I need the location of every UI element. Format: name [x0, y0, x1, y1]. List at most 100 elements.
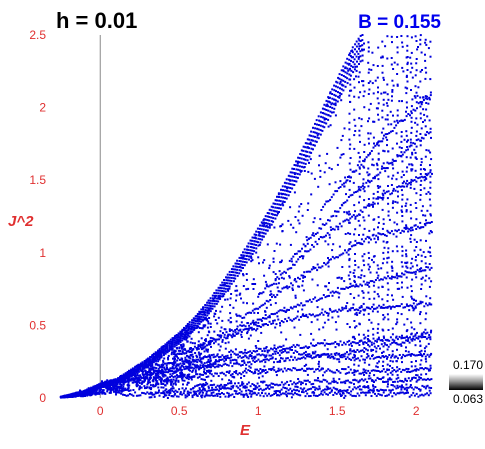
data-point: [293, 306, 295, 308]
data-point: [259, 361, 261, 363]
data-point: [363, 199, 365, 201]
data-point: [276, 200, 278, 202]
data-point: [223, 287, 225, 289]
data-point: [410, 132, 412, 134]
data-point: [191, 379, 193, 381]
data-point: [423, 99, 425, 101]
data-point: [415, 344, 417, 346]
data-point: [353, 275, 355, 277]
data-point: [391, 384, 393, 386]
data-point: [320, 120, 322, 122]
data-point: [318, 386, 320, 388]
data-point: [234, 290, 236, 292]
data-point: [363, 264, 365, 266]
data-point: [401, 131, 403, 133]
data-point: [374, 238, 376, 240]
data-point: [392, 374, 394, 376]
data-point: [176, 348, 178, 350]
data-point: [369, 298, 371, 300]
data-point: [327, 232, 329, 234]
data-point: [109, 392, 111, 394]
data-point: [232, 307, 234, 309]
data-point: [357, 381, 359, 383]
data-point: [416, 337, 418, 339]
data-point: [246, 394, 248, 396]
data-point: [297, 386, 299, 388]
data-point: [419, 364, 421, 366]
data-point: [377, 238, 379, 240]
data-point: [406, 387, 408, 389]
data-point: [227, 357, 229, 359]
data-point: [247, 246, 249, 248]
data-point: [93, 386, 95, 388]
data-point: [362, 183, 364, 185]
data-point: [224, 299, 226, 301]
data-point: [425, 125, 427, 127]
data-point: [376, 347, 378, 349]
data-point: [366, 156, 368, 158]
data-point: [259, 228, 261, 230]
data-point: [364, 228, 366, 230]
data-point: [221, 386, 223, 388]
data-point: [133, 374, 135, 376]
data-point: [154, 396, 156, 398]
data-point: [375, 235, 377, 237]
data-point: [233, 396, 235, 398]
data-point: [392, 190, 394, 192]
data-point: [147, 372, 149, 374]
data-point: [323, 126, 325, 128]
data-point: [217, 292, 219, 294]
data-point: [363, 334, 365, 336]
data-point: [425, 102, 427, 104]
data-point: [210, 305, 212, 307]
data-point: [358, 56, 360, 58]
data-point: [390, 357, 392, 359]
data-point: [397, 109, 399, 111]
data-point: [419, 81, 421, 83]
data-point: [158, 356, 160, 358]
data-point: [326, 312, 328, 314]
data-point: [307, 300, 309, 302]
data-point: [368, 307, 370, 309]
data-point: [288, 351, 290, 353]
data-point: [264, 361, 266, 363]
data-point: [429, 379, 431, 381]
data-point: [208, 370, 210, 372]
data-point: [275, 273, 277, 275]
data-point: [213, 389, 215, 391]
data-point: [294, 392, 296, 394]
data-point: [306, 151, 308, 153]
data-point: [306, 368, 308, 370]
data-point: [289, 187, 291, 189]
data-point: [401, 337, 403, 339]
data-point: [191, 324, 193, 326]
data-point: [228, 319, 230, 321]
data-point: [377, 91, 379, 93]
data-point: [160, 356, 162, 358]
data-point: [357, 370, 359, 372]
data-point: [411, 290, 413, 292]
data-point: [378, 145, 380, 147]
data-point: [340, 139, 342, 141]
data-point: [354, 125, 356, 127]
data-point: [200, 316, 202, 318]
data-point: [277, 287, 279, 289]
data-point: [255, 321, 257, 323]
data-point: [391, 367, 393, 369]
data-point: [272, 386, 274, 388]
data-point: [349, 84, 351, 86]
data-point: [321, 265, 323, 267]
data-point: [179, 375, 181, 377]
data-point: [383, 241, 385, 243]
data-point: [373, 64, 375, 66]
data-point: [212, 305, 214, 307]
data-point: [404, 119, 406, 121]
data-point: [346, 200, 348, 202]
data-point: [190, 363, 192, 365]
data-point: [278, 196, 280, 198]
data-point: [349, 68, 351, 70]
data-point: [132, 382, 134, 384]
data-point: [384, 234, 386, 236]
data-point: [406, 185, 408, 187]
data-point: [401, 380, 403, 382]
